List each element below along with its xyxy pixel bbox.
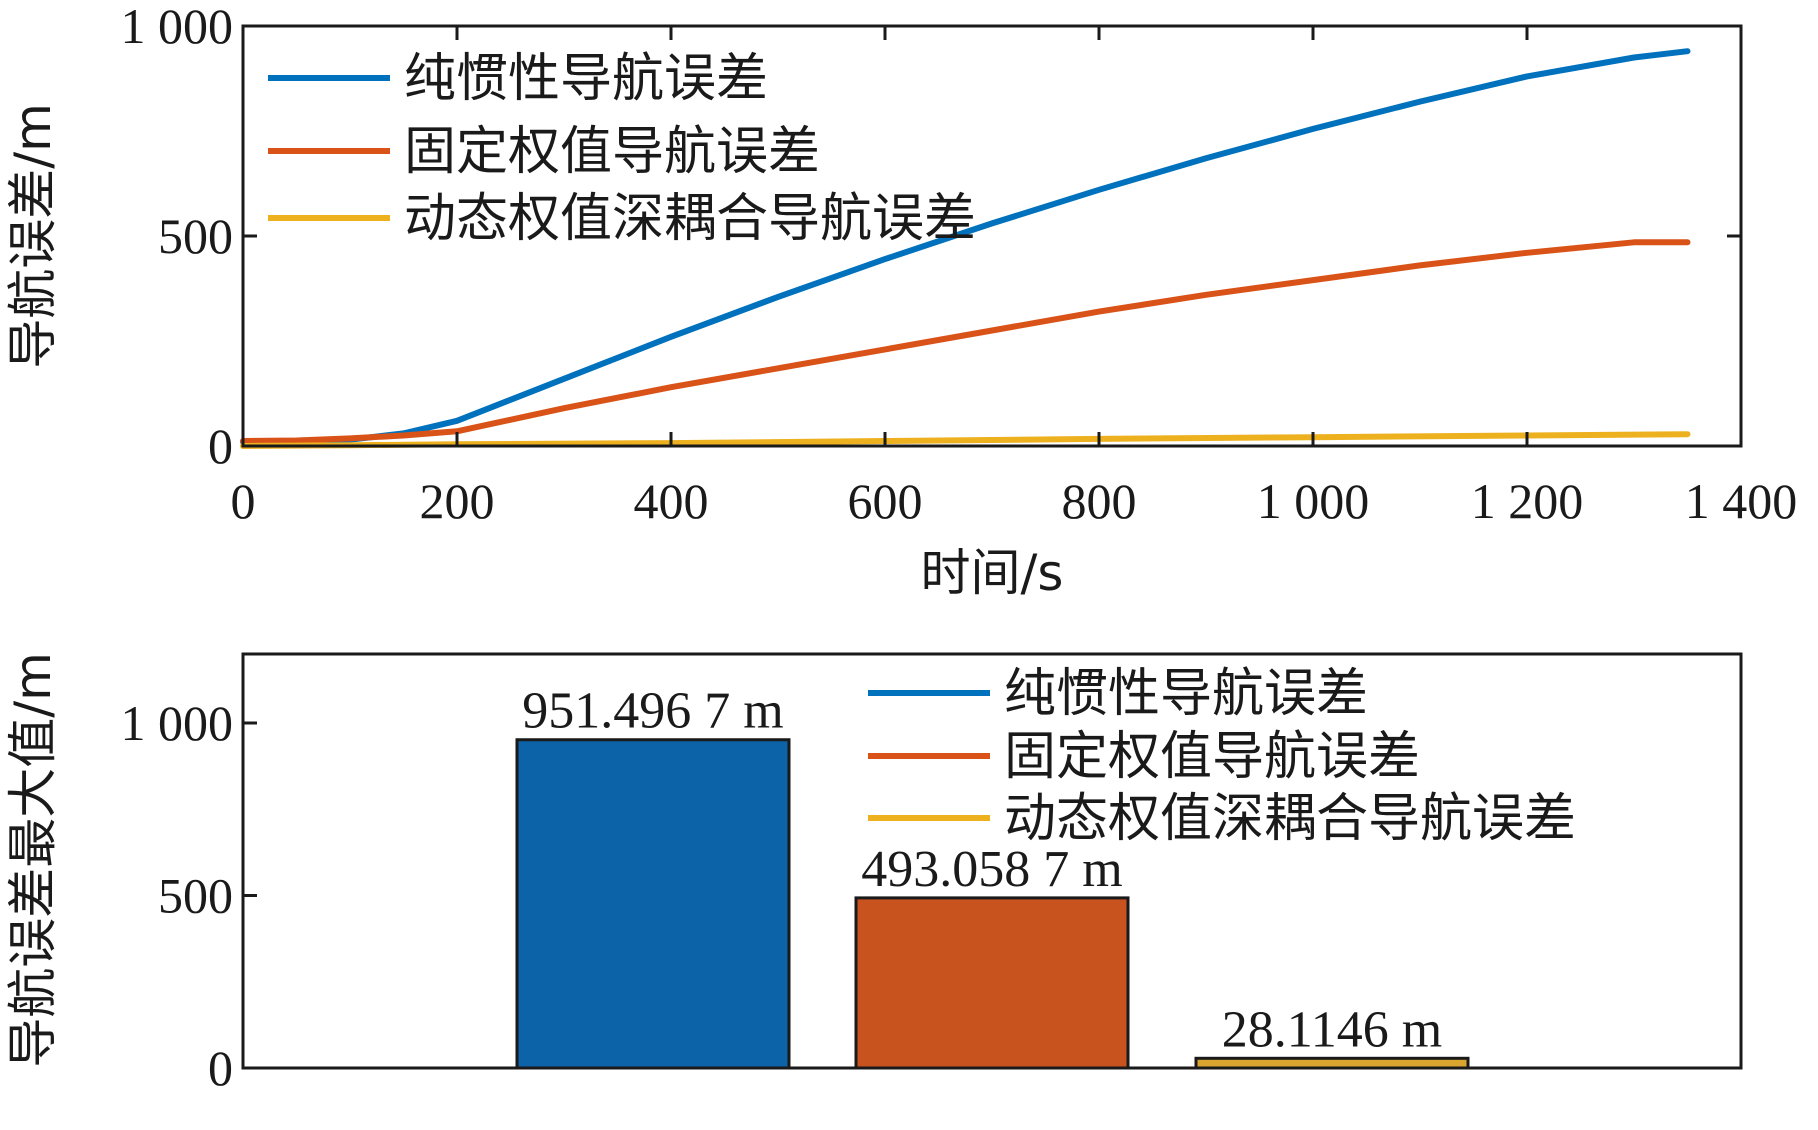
legend-label-3: 动态权值深耦合导航误差 xyxy=(404,189,976,249)
bar-y-tick-label: 0 xyxy=(208,1040,233,1096)
line-series-2 xyxy=(240,239,1691,444)
x-tick-label: 1 200 xyxy=(1471,473,1584,529)
line-ticks: 0 200 400 600 800 1 000 1 200 1 400 0 500 1 000 xyxy=(121,0,1798,529)
x-tick-label: 0 xyxy=(231,473,256,529)
x-tick-label: 1 000 xyxy=(1257,473,1370,529)
bar-chart: 951.496 7 m 493.058 7 m 28.1146 m 0 500 1 00… xyxy=(4,652,1743,1096)
legend-label-1: 纯惯性导航误差 xyxy=(404,49,768,109)
bar-1 xyxy=(515,738,791,1070)
line-legend: 纯惯性导航误差 固定权值导航误差 动态权值深耦合导航误差 xyxy=(268,49,976,249)
legend-label-2: 固定权值导航误差 xyxy=(404,122,820,182)
x-tick-label: 400 xyxy=(634,473,709,529)
y-tick-label: 1 000 xyxy=(121,0,234,54)
bar-ticks: 0 500 1 000 xyxy=(121,695,257,1096)
bar-data-label-1: 951.496 7 m xyxy=(522,683,783,740)
x-tick-label: 200 xyxy=(420,473,495,529)
x-tick-label: 600 xyxy=(848,473,923,529)
line-y-axis-label: 导航误差/m xyxy=(4,103,62,369)
bar-data-label-2: 493.058 7 m xyxy=(861,841,1122,898)
bar-y-tick-label: 1 000 xyxy=(121,695,234,751)
x-tick-label: 1 400 xyxy=(1685,473,1798,529)
line-chart: 0 200 400 600 800 1 000 1 200 1 400 0 500 1 000 时间… xyxy=(4,0,1797,602)
y-tick-label: 500 xyxy=(158,208,233,264)
bar-legend-label-2: 固定权值导航误差 xyxy=(1004,727,1420,787)
line-x-axis-label: 时间/s xyxy=(921,544,1064,602)
bar-plot-frame xyxy=(241,652,1743,1070)
bar-y-tick-label: 500 xyxy=(158,868,233,924)
bar-legend-label-3: 动态权值深耦合导航误差 xyxy=(1004,789,1576,849)
bar-legend-label-1: 纯惯性导航误差 xyxy=(1004,664,1368,724)
line-series-3 xyxy=(240,431,1691,449)
bar-data-label-3: 28.1146 m xyxy=(1222,1001,1443,1058)
bar-y-axis-label: 导航误差最大值/m xyxy=(4,652,62,1068)
y-tick-label: 0 xyxy=(208,418,233,474)
bar-legend: 纯惯性导航误差 固定权值导航误差 动态权值深耦合导航误差 xyxy=(868,664,1576,849)
bar-2 xyxy=(854,896,1130,1070)
bar-group: 951.496 7 m 493.058 7 m 28.1146 m xyxy=(515,683,1470,1070)
x-tick-label: 800 xyxy=(1062,473,1137,529)
